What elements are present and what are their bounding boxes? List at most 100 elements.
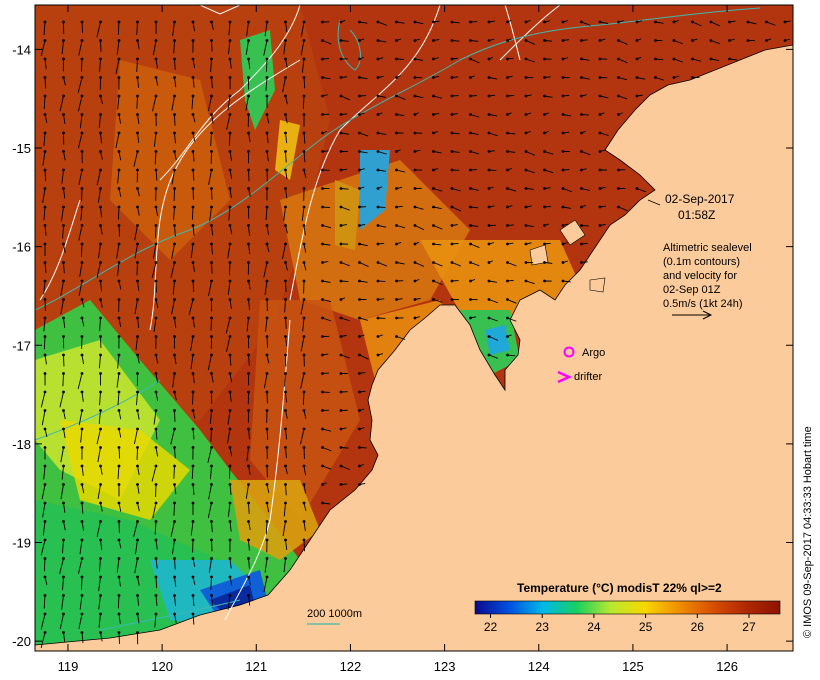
- velocity-vector-origin: [450, 113, 454, 116]
- velocity-vector-origin: [487, 187, 491, 190]
- velocity-vector-origin: [524, 224, 528, 227]
- velocity-vector-origin: [469, 316, 472, 320]
- velocity-vector: [170, 521, 175, 537]
- velocity-vector: [245, 40, 249, 55]
- velocity-vector: [285, 58, 288, 68]
- colorbar-tick-label: 23: [536, 620, 550, 634]
- velocity-vector: [433, 262, 443, 267]
- velocity-vector-origin: [43, 372, 47, 375]
- velocity-vector-origin: [302, 150, 306, 153]
- velocity-vector-origin: [358, 279, 361, 283]
- velocity-vector-origin: [191, 501, 195, 505]
- velocity-vector-origin: [302, 298, 306, 301]
- velocity-vector-origin: [580, 94, 583, 98]
- velocity-vector-origin: [469, 187, 472, 190]
- velocity-vector-origin: [117, 94, 121, 98]
- velocity-vector-origin: [598, 131, 602, 135]
- velocity-vector-origin: [80, 76, 84, 79]
- velocity-vector-origin: [43, 520, 47, 523]
- velocity-vector: [192, 58, 196, 68]
- velocity-vector: [63, 188, 66, 199]
- velocity-vector: [245, 484, 249, 499]
- velocity-vector: [152, 95, 157, 112]
- velocity-vector-origin: [358, 409, 361, 412]
- velocity-vector-origin: [173, 298, 176, 301]
- velocity-vector-origin: [691, 39, 694, 42]
- velocity-vector: [433, 225, 443, 230]
- velocity-vector-origin: [99, 242, 102, 246]
- velocity-vector-origin: [580, 131, 583, 135]
- velocity-vector-origin: [339, 242, 343, 246]
- velocity-vector: [303, 77, 306, 89]
- velocity-vector-origin: [43, 242, 47, 246]
- velocity-vector: [673, 40, 683, 45]
- velocity-vector-origin: [191, 594, 195, 597]
- velocity-vector-origin: [598, 76, 602, 79]
- velocity-vector: [229, 354, 232, 366]
- velocity-vector-origin: [228, 205, 232, 209]
- velocity-vector-origin: [62, 409, 65, 412]
- velocity-vector: [100, 206, 103, 218]
- velocity-vector-origin: [154, 131, 158, 135]
- velocity-vector-origin: [265, 131, 269, 135]
- velocity-vector: [190, 243, 194, 258]
- velocity-vector-origin: [302, 390, 306, 394]
- velocity-vector-origin: [432, 168, 435, 172]
- lon-tick-label: 119: [58, 659, 79, 674]
- velocity-vector-origin: [228, 261, 232, 264]
- velocity-vector: [100, 502, 103, 512]
- velocity-vector-origin: [62, 57, 65, 61]
- altimetry-line-4: 02-Sep 01Z: [663, 284, 721, 296]
- velocity-vector-origin: [80, 575, 84, 579]
- velocity-vector-origin: [191, 409, 195, 412]
- velocity-vector-origin: [376, 242, 380, 246]
- velocity-vector-origin: [265, 242, 269, 246]
- velocity-vector: [98, 410, 101, 424]
- velocity-vector-origin: [154, 520, 158, 523]
- velocity-vector: [322, 225, 332, 229]
- velocity-vector: [228, 21, 231, 36]
- velocity-vector: [171, 169, 175, 185]
- velocity-vector: [77, 95, 83, 112]
- velocity-vector-origin: [191, 427, 195, 431]
- velocity-vector-origin: [62, 150, 65, 153]
- velocity-vector-origin: [80, 427, 84, 431]
- velocity-vector-origin: [302, 39, 306, 42]
- velocity-vector-origin: [117, 20, 121, 24]
- velocity-vector-origin: [469, 113, 472, 116]
- velocity-vector: [153, 317, 157, 333]
- velocity-vector-origin: [173, 113, 176, 116]
- velocity-vector: [99, 558, 101, 572]
- velocity-vector: [44, 169, 47, 181]
- velocity-vector-origin: [321, 187, 324, 190]
- velocity-vector-origin: [228, 557, 232, 560]
- velocity-vector: [155, 539, 158, 550]
- velocity-vector-origin: [99, 261, 102, 264]
- velocity-vector: [211, 243, 213, 255]
- velocity-vector-origin: [228, 372, 232, 375]
- velocity-vector-origin: [228, 131, 232, 135]
- velocity-vector-origin: [469, 94, 472, 98]
- velocity-vector-origin: [358, 113, 361, 116]
- velocity-vector-origin: [506, 57, 509, 61]
- velocity-vector-origin: [210, 575, 213, 579]
- velocity-vector: [42, 502, 46, 518]
- velocity-vector-origin: [247, 575, 250, 579]
- velocity-vector: [79, 539, 83, 555]
- velocity-vector-origin: [395, 168, 398, 172]
- velocity-vector-origin: [99, 39, 102, 42]
- velocity-vector-origin: [136, 131, 139, 135]
- velocity-vector: [81, 632, 84, 643]
- velocity-vector-origin: [284, 113, 287, 116]
- velocity-vector-origin: [62, 298, 65, 301]
- velocity-vector: [266, 354, 270, 364]
- velocity-vector-origin: [228, 446, 232, 449]
- velocity-vector: [192, 280, 195, 292]
- velocity-vector-origin: [136, 464, 139, 468]
- velocity-vector: [211, 373, 214, 383]
- velocity-vector-origin: [265, 538, 269, 542]
- velocity-vector: [544, 169, 554, 174]
- velocity-vector-origin: [228, 520, 232, 523]
- velocity-vector: [396, 225, 406, 229]
- velocity-vector-origin: [62, 612, 65, 616]
